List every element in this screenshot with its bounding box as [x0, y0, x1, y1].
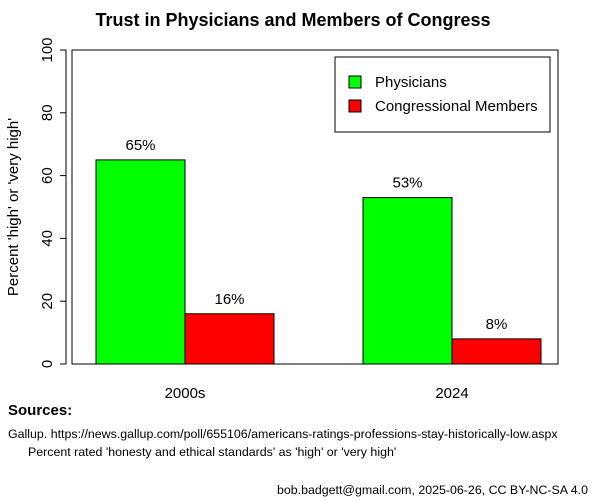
bar: [184, 313, 275, 365]
bar-chart: Trust in Physicians and Members of Congr…: [5, 10, 559, 400]
data-labels-group: 65% 16% 53% 8%: [125, 137, 507, 333]
legend-label: Congressional Members: [375, 98, 538, 115]
sources-heading: Sources:: [8, 402, 73, 419]
bar: [362, 197, 453, 365]
chart-title: Trust in Physicians and Members of Congr…: [95, 10, 490, 30]
legend-box: [334, 56, 551, 133]
y-axis-label: Percent 'high' or 'very high': [5, 118, 22, 296]
y-tick-label: 60: [39, 167, 56, 184]
y-axis: 0 20 40 60 80 100: [39, 37, 67, 368]
x-category-label: 2024: [435, 385, 468, 400]
y-tick-label: 0: [39, 360, 56, 368]
y-tick-label: 100: [39, 37, 56, 62]
x-axis-categories: 2000s 2024: [165, 385, 469, 400]
y-tick-label: 40: [39, 230, 56, 247]
y-tick-label: 80: [39, 104, 56, 121]
y-tick-label: 20: [39, 293, 56, 310]
plot-frame: [71, 49, 559, 365]
data-label: 16%: [214, 291, 244, 308]
legend-label: Physicians: [375, 74, 447, 91]
source-citation: Gallup. https://news.gallup.com/poll/655…: [8, 427, 558, 441]
data-label: 8%: [486, 316, 508, 333]
data-label: 53%: [392, 175, 422, 192]
credit-line: bob.badgett@gmail.com, 2025-06-26, CC BY…: [276, 483, 588, 497]
x-category-label: 2000s: [165, 385, 206, 400]
legend-swatch: [348, 75, 362, 89]
data-label: 65%: [125, 137, 155, 154]
source-note: Percent rated 'honesty and ethical stand…: [28, 445, 397, 459]
bars-group: [95, 159, 542, 365]
legend-swatch: [348, 99, 362, 113]
bar: [451, 338, 542, 365]
bar: [95, 159, 186, 365]
legend: Physicians Congressional Members: [334, 56, 551, 133]
